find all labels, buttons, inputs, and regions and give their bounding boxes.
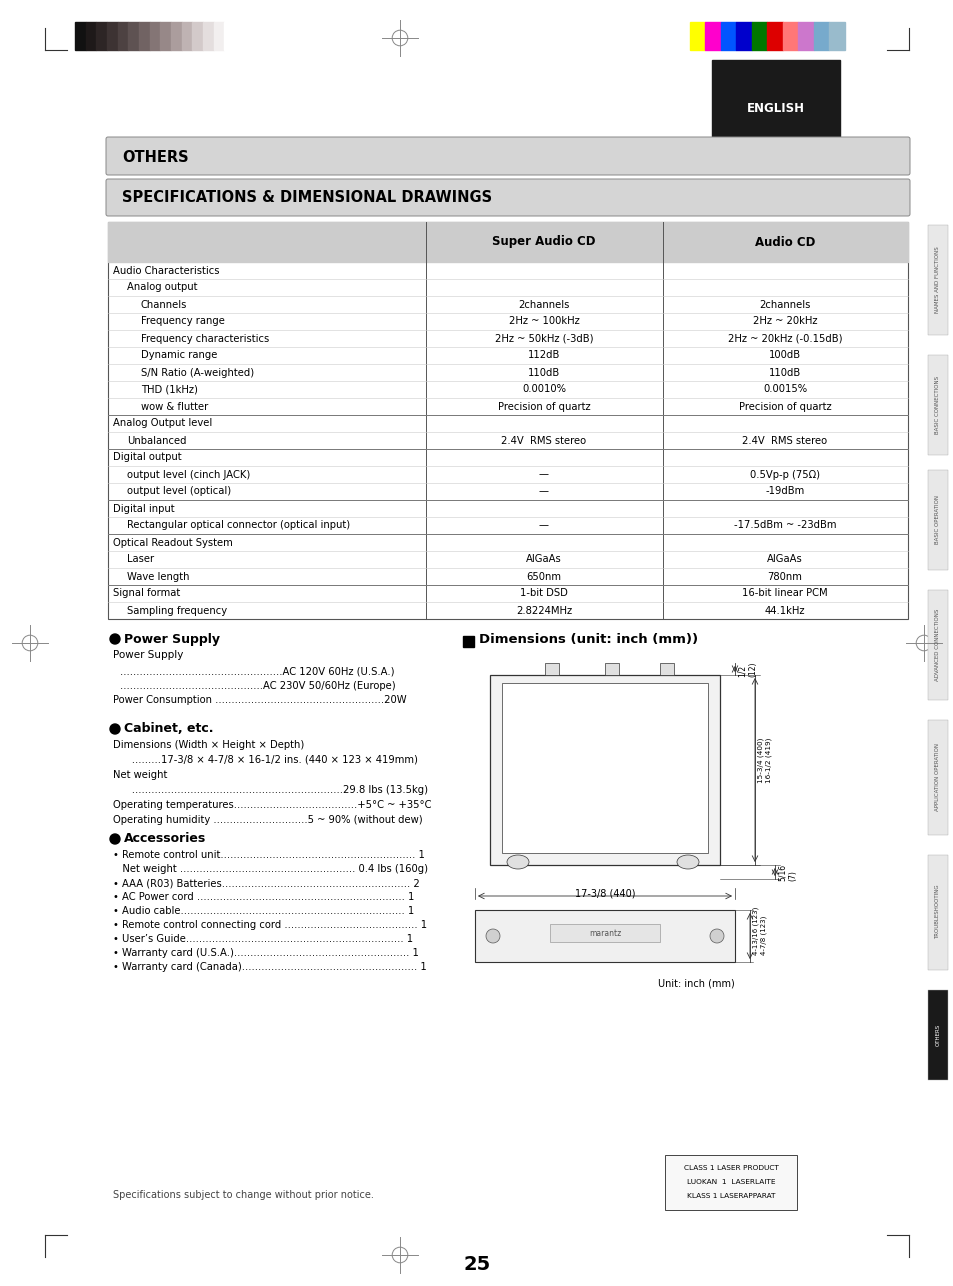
Text: Unit: inch (mm): Unit: inch (mm): [658, 979, 734, 989]
Text: BASIC CONNECTIONS: BASIC CONNECTIONS: [935, 376, 940, 435]
Bar: [550, 925, 659, 943]
Text: Laser: Laser: [127, 554, 154, 565]
Text: • Warranty card (U.S.A.)...................................................... 1: • Warranty card (U.S.A.)................…: [112, 948, 418, 958]
Text: output level (optical): output level (optical): [127, 486, 231, 496]
Bar: [782, 22, 798, 50]
Text: Dimensions (Width × Height × Depth): Dimensions (Width × Height × Depth): [112, 739, 304, 750]
Text: Audio Characteristics: Audio Characteristics: [112, 265, 219, 275]
Text: OTHERS: OTHERS: [935, 1024, 940, 1046]
Text: • User’s Guide..................................................................: • User’s Guide..........................…: [112, 934, 413, 944]
Text: Frequency range: Frequency range: [141, 316, 225, 327]
Text: CLASS 1 LASER PRODUCT: CLASS 1 LASER PRODUCT: [683, 1165, 778, 1172]
Bar: [767, 22, 782, 50]
Text: Dimensions (unit: inch (mm)): Dimensions (unit: inch (mm)): [478, 633, 698, 646]
Bar: [224, 22, 234, 50]
Bar: [150, 22, 160, 50]
Text: 650nm: 650nm: [526, 571, 561, 581]
Text: 110dB: 110dB: [768, 368, 801, 378]
Text: Specifications subject to change without prior notice.: Specifications subject to change without…: [112, 1190, 374, 1200]
Bar: [798, 22, 813, 50]
Bar: [927, 355, 947, 455]
Bar: [711, 60, 840, 138]
Text: AlGaAs: AlGaAs: [525, 554, 561, 565]
Circle shape: [110, 835, 120, 844]
Bar: [720, 22, 736, 50]
Text: —: —: [538, 469, 548, 480]
Text: output level (cinch JACK): output level (cinch JACK): [127, 469, 250, 480]
Bar: [129, 22, 139, 50]
Bar: [117, 22, 129, 50]
Text: Dynamic range: Dynamic range: [141, 351, 217, 360]
Text: 5/16
(7): 5/16 (7): [778, 863, 797, 881]
Text: THD (1kHz): THD (1kHz): [141, 385, 197, 395]
Bar: [475, 910, 734, 962]
Text: • Remote control unit...........................................................: • Remote control unit...................…: [112, 850, 424, 860]
Bar: [86, 22, 96, 50]
Text: Precision of quartz: Precision of quartz: [497, 401, 590, 412]
Text: 1/2
(12): 1/2 (12): [738, 661, 757, 676]
Bar: [213, 22, 224, 50]
Text: Net weight ...................................................... 0.4 lbs (160g): Net weight .............................…: [112, 864, 428, 874]
Text: -19dBm: -19dBm: [764, 486, 803, 496]
Text: Analog output: Analog output: [127, 283, 197, 292]
Text: ADVANCED CONNECTIONS: ADVANCED CONNECTIONS: [935, 608, 940, 682]
Bar: [544, 664, 558, 675]
Text: 0.5Vp-p (75Ω): 0.5Vp-p (75Ω): [749, 469, 820, 480]
Bar: [139, 22, 150, 50]
Text: Audio CD: Audio CD: [754, 235, 814, 248]
Bar: [193, 22, 203, 50]
Text: 4-13/16 (123)
4-7/8 (123): 4-13/16 (123) 4-7/8 (123): [752, 907, 766, 955]
Text: OTHERS: OTHERS: [122, 150, 189, 166]
Text: 15-3/4 (400)
16-1/2 (419): 15-3/4 (400) 16-1/2 (419): [758, 737, 771, 783]
Text: Sampling frequency: Sampling frequency: [127, 606, 227, 616]
Text: 2Hz ~ 100kHz: 2Hz ~ 100kHz: [508, 316, 578, 327]
Bar: [927, 855, 947, 970]
Circle shape: [709, 928, 723, 943]
Text: Accessories: Accessories: [124, 832, 206, 845]
Bar: [705, 22, 720, 50]
Text: • Warranty card (Canada)...................................................... 1: • Warranty card (Canada)................…: [112, 962, 426, 972]
Bar: [813, 22, 828, 50]
Bar: [689, 22, 705, 50]
Bar: [107, 22, 117, 50]
Text: 17-3/8 (440): 17-3/8 (440): [574, 889, 635, 898]
Text: -17.5dBm ~ -23dBm: -17.5dBm ~ -23dBm: [733, 521, 836, 531]
Text: Optical Readout System: Optical Readout System: [112, 538, 233, 548]
Bar: [501, 683, 707, 853]
Text: • Audio cable...................................................................: • Audio cable...........................…: [112, 907, 414, 916]
FancyBboxPatch shape: [106, 138, 909, 175]
Text: marantz: marantz: [588, 928, 620, 937]
Circle shape: [110, 724, 120, 734]
Bar: [171, 22, 181, 50]
Text: Frequency characteristics: Frequency characteristics: [141, 333, 269, 343]
Bar: [108, 222, 907, 262]
Text: LUOKAN  1  LASERLAITE: LUOKAN 1 LASERLAITE: [686, 1179, 775, 1184]
Bar: [490, 675, 720, 865]
Text: BASIC OPERATION: BASIC OPERATION: [935, 495, 940, 544]
Text: SPECIFICATIONS & DIMENSIONAL DRAWINGS: SPECIFICATIONS & DIMENSIONAL DRAWINGS: [122, 190, 492, 206]
Bar: [828, 22, 844, 50]
Bar: [160, 22, 171, 50]
Text: 0.0010%: 0.0010%: [521, 385, 565, 395]
Text: Power Supply: Power Supply: [124, 633, 220, 646]
Text: 0.0015%: 0.0015%: [762, 385, 806, 395]
Text: Digital output: Digital output: [112, 453, 181, 463]
Text: Cabinet, etc.: Cabinet, etc.: [124, 723, 213, 736]
Text: Power Supply: Power Supply: [112, 649, 183, 660]
Bar: [203, 22, 213, 50]
Bar: [462, 637, 474, 647]
Bar: [736, 22, 751, 50]
Text: Power Consumption ....................................................20W: Power Consumption ......................…: [112, 694, 406, 705]
Circle shape: [485, 928, 499, 943]
Text: 2Hz ~ 20kHz: 2Hz ~ 20kHz: [752, 316, 817, 327]
Text: 1-bit DSD: 1-bit DSD: [519, 589, 567, 598]
Text: 2.8224MHz: 2.8224MHz: [516, 606, 572, 616]
Text: APPLICATION OPERATION: APPLICATION OPERATION: [935, 743, 940, 811]
Text: 100dB: 100dB: [768, 351, 801, 360]
Text: Analog Output level: Analog Output level: [112, 418, 212, 428]
Ellipse shape: [677, 855, 699, 869]
Text: NAMES AND FUNCTIONS: NAMES AND FUNCTIONS: [935, 247, 940, 314]
Bar: [659, 664, 673, 675]
Text: 16-bit linear PCM: 16-bit linear PCM: [741, 589, 827, 598]
Text: 780nm: 780nm: [767, 571, 801, 581]
